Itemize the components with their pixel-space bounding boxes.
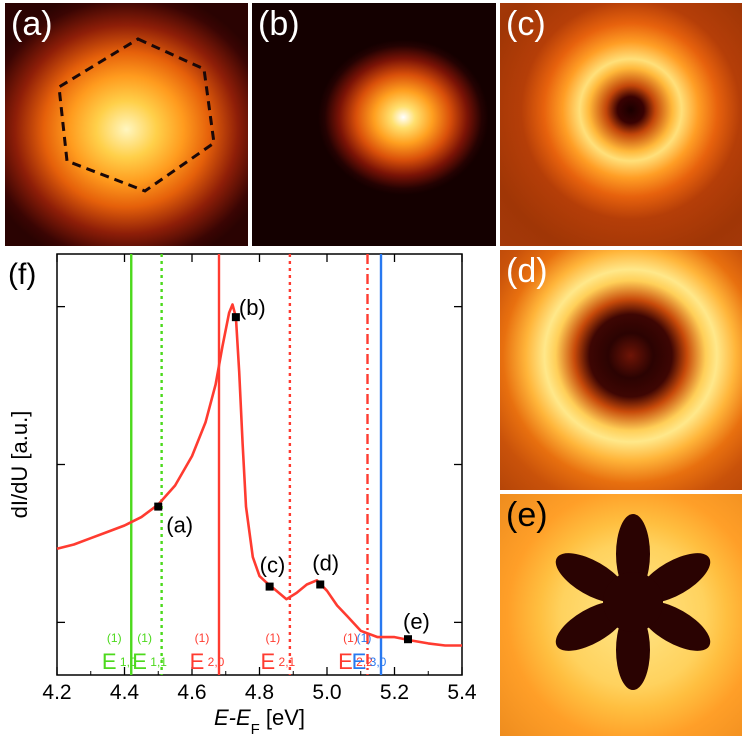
energy-label-sup: (1) xyxy=(137,631,152,645)
x-tick-label: 4.2 xyxy=(42,681,71,704)
data-marker-label: (b) xyxy=(239,295,266,320)
panel-label-a: (a) xyxy=(11,5,53,43)
data-marker-label: (e) xyxy=(403,609,430,634)
energy-label-main: E xyxy=(132,649,147,674)
energy-label-main: E xyxy=(261,649,276,674)
panel-label-d: (d) xyxy=(506,252,548,290)
data-marker-label: (d) xyxy=(312,550,339,575)
energy-label-main: E xyxy=(102,649,117,674)
six-lobe-pattern xyxy=(555,514,711,690)
x-tick-label: 5.2 xyxy=(380,681,409,704)
energy-label: (1) E 2,2 xyxy=(338,631,373,674)
energy-label-sub: 2,0 xyxy=(208,655,225,669)
x-tick-label: 4.8 xyxy=(245,681,274,704)
x-tick-label: 5.0 xyxy=(312,681,341,704)
energy-label-sub: 2,2 xyxy=(356,655,373,669)
stm-image-e: (e) xyxy=(500,494,742,736)
energy-label: (1) E 2,1 xyxy=(261,631,296,674)
energy-label-main: E xyxy=(190,649,205,674)
energy-label-sub: 2,1 xyxy=(279,655,296,669)
energy-label-main: E xyxy=(352,649,367,674)
data-marker xyxy=(316,580,325,589)
energy-label-sub: 1,0 xyxy=(120,655,137,669)
energy-label-sub: 1,1 xyxy=(150,655,167,669)
energy-label: (1) E 2,0 xyxy=(190,631,225,674)
x-tick-label: 5.4 xyxy=(447,681,477,704)
energy-label-main: E xyxy=(338,649,353,674)
data-marker xyxy=(265,582,274,591)
spectrum-chart: 4.2 4.4 4.6 4.8 5.0 5.2 5.4 E-EF [eV] dI/dU [a.u… xyxy=(7,253,477,738)
stm-image-c: (c) xyxy=(500,3,742,246)
energy-label: (1) E 1,1 xyxy=(132,631,167,674)
data-marker xyxy=(404,635,412,644)
y-axis-label: dI/dU [a.u.] xyxy=(7,411,32,519)
x-tick-label: 4.6 xyxy=(177,681,206,704)
stm-image-d: (d) xyxy=(500,250,742,490)
hexagon-outline xyxy=(57,37,216,193)
data-marker-label: (c) xyxy=(260,553,286,578)
stm-image-a: (a) xyxy=(5,3,248,246)
energy-label: (1) E 1,0 xyxy=(102,631,137,674)
data-marker-label: (a) xyxy=(166,513,193,538)
data-marker xyxy=(231,313,240,322)
x-axis-label: E-EF [eV] xyxy=(214,705,305,738)
energy-label-sup: (1) xyxy=(195,631,210,645)
energy-label-sup: (1) xyxy=(343,631,358,645)
plot-panel-label: (f) xyxy=(8,258,36,291)
panel-label-e: (e) xyxy=(506,496,548,534)
stm-image-b: (b) xyxy=(252,3,496,246)
energy-label-sup: (1) xyxy=(107,631,122,645)
panel-label-b: (b) xyxy=(258,5,300,43)
spectrum-line xyxy=(56,303,462,647)
energy-label-sup: (1) xyxy=(266,631,281,645)
x-tick-label: 4.4 xyxy=(110,681,140,704)
energy-label-sub: 3,0 xyxy=(370,655,387,669)
data-marker xyxy=(154,502,163,511)
panel-label-c: (c) xyxy=(506,5,546,43)
